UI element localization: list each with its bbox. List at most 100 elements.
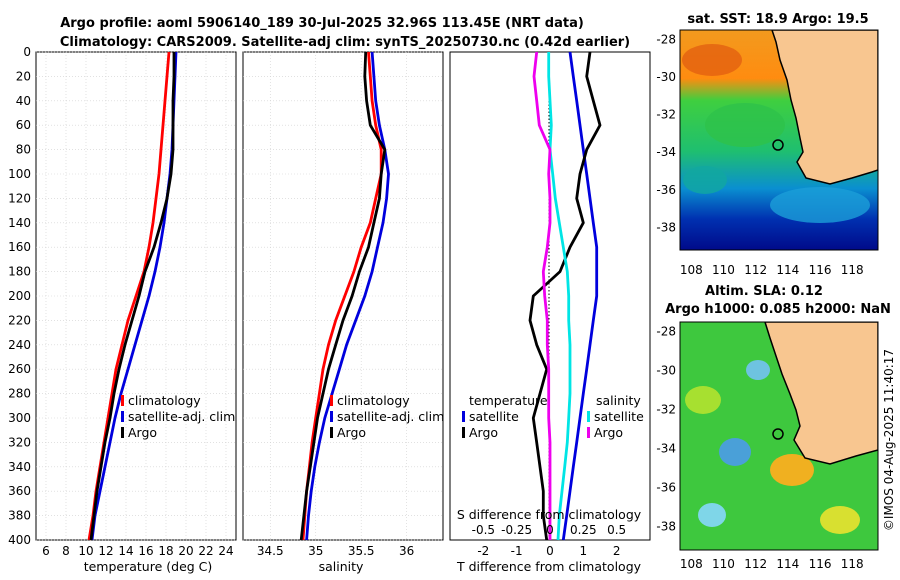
- pressure-tick-label: 0: [23, 45, 31, 59]
- temperature-legend: climatology satellite-adj. clim Argo: [121, 393, 235, 440]
- sla-low-1: [746, 360, 770, 380]
- difference-xlabel: T difference from climatology: [456, 559, 642, 574]
- pressure-tick-label: 220: [8, 313, 31, 327]
- sst-warm-patch: [682, 44, 742, 76]
- legend-swatch-climatology: [330, 395, 333, 406]
- legend-swatch-t-argo: [462, 427, 465, 438]
- pressure-tick-label: 80: [16, 143, 31, 157]
- map-lon-tick-label: 108: [680, 263, 703, 277]
- sla-map-subtitle: Argo h1000: 0.085 h2000: NaN: [665, 302, 891, 317]
- pressure-tick-label: 340: [8, 460, 31, 474]
- sst-green-patch: [705, 103, 785, 147]
- pressure-tick-label: 380: [8, 509, 31, 523]
- map-lon-tick-label: 110: [712, 263, 735, 277]
- pressure-tick-label: 400: [8, 533, 31, 547]
- imos-watermark: ©IMOS 04-Aug-2025 11:40:17: [882, 349, 896, 531]
- salinity-tick-label: 34.5: [257, 544, 284, 558]
- salinity-xlabel: salinity: [319, 559, 364, 574]
- map-lon-tick-label: 108: [680, 557, 703, 571]
- pressure-tick-label: 20: [16, 69, 31, 83]
- title-line-2: Climatology: CARS2009. Satellite-adj cli…: [60, 35, 630, 50]
- pressure-tick-label: 360: [8, 484, 31, 498]
- salinity-tick-label: 35: [308, 544, 323, 558]
- pressure-tick-label: 300: [8, 411, 31, 425]
- legend-swatch-argo: [121, 427, 124, 438]
- salinity-tick-label: 35.5: [348, 544, 375, 558]
- pressure-tick-label: 180: [8, 265, 31, 279]
- pressure-tick-label: 120: [8, 191, 31, 205]
- title-line-1: Argo profile: aoml 5906140_189 30-Jul-20…: [60, 16, 584, 31]
- temperature-tick-label: 6: [42, 544, 50, 558]
- legend-swatch-satellite: [330, 411, 333, 422]
- s-difference-tick-label: -0.5: [472, 523, 495, 537]
- series-line-salinity-satellite: [547, 52, 572, 541]
- pressure-tick-label: 140: [8, 216, 31, 230]
- temperature-tick-label: 22: [198, 544, 213, 558]
- difference-legend: temperature satellite Argo salinity sate…: [462, 393, 644, 440]
- map-lon-tick-label: 112: [744, 263, 767, 277]
- legend-label-climatology: climatology: [128, 393, 201, 408]
- pressure-tick-labels: 0 20 40 60 80 100 120 140 160 180 200 220 240 260 280 3…: [8, 45, 31, 547]
- pressure-tick-label: 60: [16, 118, 31, 132]
- series-line-salinity-argo: [532, 51, 552, 540]
- sla-map-frame: [679, 321, 879, 551]
- legend-title-temperature: temperature: [469, 393, 548, 408]
- temperature-grid: [36, 51, 236, 541]
- sla-map: [680, 322, 878, 550]
- map-lat-tick-label: -30: [656, 364, 676, 378]
- sla-high-1: [685, 386, 721, 414]
- map-tick-labels: 108 110 112 114 116 118 -28 -30 -32 -34 -36 -38 108 1…: [656, 32, 863, 571]
- map-lon-tick-label: 118: [841, 557, 864, 571]
- map-lat-tick-label: -38: [656, 220, 676, 234]
- sla-map-title: Altim. SLA: 0.12: [705, 284, 823, 299]
- sla-argo-marker: [772, 428, 784, 440]
- pressure-tick-label: 40: [16, 94, 31, 108]
- series-line-argo: [89, 52, 176, 541]
- legend-label-t-argo: Argo: [469, 425, 498, 440]
- sst-land: [771, 30, 878, 185]
- sla-high-3: [820, 506, 860, 534]
- sst-argo-marker: [772, 139, 784, 151]
- map-lon-tick-label: 116: [809, 263, 832, 277]
- map-lat-tick-label: -34: [656, 145, 676, 159]
- t-difference-tick-label: -1: [511, 544, 523, 558]
- pressure-tick-label: 200: [8, 289, 31, 303]
- sst-teal-patch: [683, 166, 727, 194]
- legend-swatch-s-satellite: [587, 411, 590, 422]
- map-lat-tick-label: -32: [656, 108, 676, 122]
- series-line-satellite-adj-clim: [305, 51, 390, 541]
- sla-low-2: [719, 438, 751, 466]
- temperature-tick-label: 14: [118, 544, 133, 558]
- t-difference-tick-label: 2: [613, 544, 621, 558]
- s-difference-tick-label: 0.5: [607, 523, 626, 537]
- legend-label-satellite: satellite-adj. clim: [128, 409, 235, 424]
- map-lat-tick-label: -32: [656, 403, 676, 417]
- map-lat-tick-label: -28: [656, 32, 676, 46]
- t-difference-tick-label: 1: [580, 544, 588, 558]
- sla-land: [764, 322, 878, 465]
- map-lat-tick-label: -36: [656, 183, 676, 197]
- temperature-tick-label: 8: [62, 544, 70, 558]
- legend-swatch-t-satellite: [462, 411, 465, 422]
- temperature-tick-label: 10: [78, 544, 93, 558]
- pressure-tick-label: 160: [8, 240, 31, 254]
- pressure-tick-label: 280: [8, 387, 31, 401]
- series-line-temperature-satellite: [561, 51, 599, 541]
- temperature-tick-label: 20: [178, 544, 193, 558]
- legend-label-t-satellite: satellite: [469, 409, 519, 424]
- temperature-tick-label: 18: [158, 544, 173, 558]
- pressure-tick-label: 320: [8, 435, 31, 449]
- map-lon-tick-label: 118: [841, 263, 864, 277]
- t-difference-tick-label: 0: [546, 544, 554, 558]
- map-lon-tick-label: 110: [712, 557, 735, 571]
- legend-label-s-argo: Argo: [594, 425, 623, 440]
- legend-label-climatology: climatology: [337, 393, 410, 408]
- map-lat-tick-label: -34: [656, 442, 676, 456]
- legend-label-satellite: satellite-adj. clim: [337, 409, 444, 424]
- legend-label-s-satellite: satellite: [594, 409, 644, 424]
- sla-high-2: [770, 454, 814, 486]
- legend-swatch-s-argo: [587, 427, 590, 438]
- map-lat-tick-label: -36: [656, 481, 676, 495]
- map-lon-tick-label: 112: [744, 557, 767, 571]
